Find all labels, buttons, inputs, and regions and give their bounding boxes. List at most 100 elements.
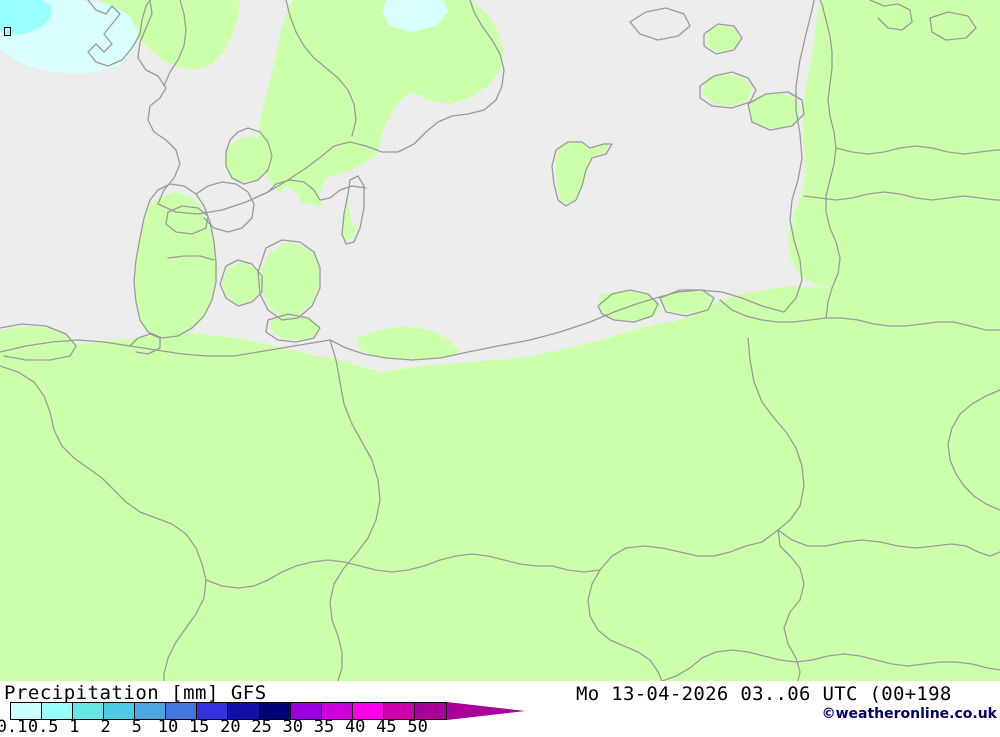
precip-region-zealand: [262, 242, 320, 316]
colorbar-tick-10: 10: [157, 717, 179, 737]
coast-rugen: [597, 289, 659, 323]
map-canvas[interactable]: [0, 0, 1000, 681]
precip-region-sweden-west: [100, 0, 240, 70]
colorbar-tick-2: 2: [100, 717, 111, 737]
colorbar-swatch-5[interactable]: [135, 703, 167, 719]
border-poland-east: [947, 389, 1000, 511]
colorbar-swatch-30[interactable]: [290, 703, 322, 719]
coast-sweden-west: [137, 0, 181, 205]
colorbar-tick-0_1: 0.1: [0, 717, 28, 737]
coast-lolland: [265, 313, 321, 343]
coast-zealand: [257, 239, 321, 321]
precip-region-central-europe: [0, 276, 1000, 681]
hole-sweden-2: [418, 198, 456, 282]
colorbar-swatch-0_5[interactable]: [42, 703, 74, 719]
precip-region-kattegat-pale: [382, 0, 448, 32]
colorbar-tick-15: 15: [188, 717, 210, 737]
coast-usedom: [659, 289, 715, 317]
precip-region-nw-coast: [0, 326, 74, 358]
precip-region-latvia-coast: [748, 92, 800, 128]
border-sweden-internal-2: [163, 0, 187, 87]
coast-german-baltic: [329, 289, 785, 361]
border-denmark-internal: [167, 255, 215, 261]
arrow-shape: [446, 702, 525, 720]
border-germany-south: [205, 553, 601, 589]
coast-hiiumaa: [703, 23, 743, 55]
map-footer: Precipitation [mm] GFS Mo 13-04-2026 03.…: [0, 681, 1000, 737]
colorbar[interactable]: [10, 702, 447, 720]
precip-region-german-coast: [356, 326, 460, 360]
border-slovakia: [661, 649, 1000, 681]
precip-region-saaremaa: [702, 74, 752, 106]
colorbar-tick-45: 45: [376, 717, 397, 737]
border-latvia-lithuania: [803, 191, 1000, 201]
valid-time-label: Mo 13-04-2026 03..06 UTC (00+198: [576, 683, 952, 705]
border-sweden-internal: [285, 0, 357, 137]
colorbar-tick-1: 1: [69, 717, 80, 737]
degree-corner-marker: [4, 27, 11, 36]
coast-oland: [341, 175, 365, 245]
colorbar-tick-5: 5: [131, 717, 142, 737]
precipitation-map[interactable]: [0, 0, 1000, 681]
hole-sweden-3: [254, 186, 300, 252]
coast-skagen: [225, 127, 273, 185]
colorbar-swatch-1[interactable]: [73, 703, 105, 719]
precip-region-fyn: [222, 262, 262, 304]
border-lithuania-latvia: [819, 0, 841, 319]
colorbar-swatch-45[interactable]: [383, 703, 415, 719]
precip-region-hiiumaa: [706, 24, 740, 52]
coast-baltic-east: [783, 0, 815, 313]
border-kaliningrad: [719, 299, 1000, 331]
colorbar-swatch-20[interactable]: [228, 703, 260, 719]
colorbar-tick-40: 40: [344, 717, 366, 737]
coast-lake-ne: [929, 11, 977, 41]
colorbar-overflow-arrow: [446, 702, 525, 720]
coast-gotland: [551, 141, 613, 207]
colorbar-container[interactable]: [10, 702, 525, 720]
border-latvia-internal: [835, 145, 1000, 155]
coast-jutland: [133, 183, 217, 339]
coast-kattegat: [267, 179, 367, 201]
coast-norway: [87, 0, 151, 67]
colorbar-swatch-35[interactable]: [321, 703, 353, 719]
precip-layer-0_1mm: [0, 0, 1000, 681]
border-czechia-germany: [599, 529, 779, 571]
precip-region-jutland: [134, 192, 218, 340]
colorbar-tick-20: 20: [220, 717, 241, 737]
border-germany-internal-1: [329, 339, 381, 681]
coast-limfjord: [165, 205, 209, 235]
coast-island-ne: [629, 7, 691, 41]
coast-fyn: [219, 259, 263, 307]
border-germany-west: [0, 365, 207, 681]
colorbar-tick-50: 50: [407, 717, 428, 737]
coast-peipus: [869, 0, 913, 31]
colorbar-swatch-40[interactable]: [352, 703, 384, 719]
coast-wadden: [0, 323, 77, 361]
coast-jutland-north: [195, 181, 255, 233]
colorbar-tick-35: 35: [313, 717, 335, 737]
legend-title: Precipitation [mm] GFS: [4, 682, 267, 704]
coast-islet-1: [129, 333, 161, 355]
colorbar-tick-30: 30: [282, 717, 304, 737]
coastlines-and-borders: [0, 0, 1000, 681]
precip-region-north-sea-bright: [0, 0, 52, 34]
colorbar-tick-0_5: 0.5: [27, 717, 59, 737]
colorbar-swatch-50[interactable]: [414, 703, 446, 719]
colorbar-swatch-10[interactable]: [166, 703, 198, 719]
colorbar-swatch-2[interactable]: [104, 703, 136, 719]
colorbar-tick-25: 25: [251, 717, 272, 737]
precip-region-baltic-states: [788, 0, 1000, 292]
precip-region-gotland: [556, 140, 608, 204]
border-czechia-west: [587, 569, 663, 681]
coast-north-sea-german: [0, 339, 331, 357]
coast-sweden-south: [157, 0, 505, 215]
colorbar-swatch-15[interactable]: [197, 703, 229, 719]
border-poland-czechia: [777, 529, 1000, 557]
copyright-label: ©weatheronline.co.uk: [821, 706, 997, 722]
coast-riga-bay: [747, 91, 805, 131]
precip-region-usedom: [660, 290, 714, 314]
colorbar-swatch-25[interactable]: [259, 703, 291, 719]
colorbar-swatch-0_1[interactable]: [11, 703, 43, 719]
coast-saaremaa: [699, 71, 757, 109]
